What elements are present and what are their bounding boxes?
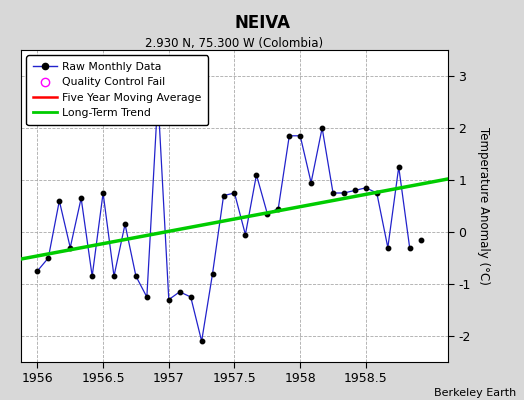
Y-axis label: Temperature Anomaly (°C): Temperature Anomaly (°C)	[477, 127, 490, 285]
Title: 2.930 N, 75.300 W (Colombia): 2.930 N, 75.300 W (Colombia)	[146, 37, 323, 50]
Legend: Raw Monthly Data, Quality Control Fail, Five Year Moving Average, Long-Term Tren: Raw Monthly Data, Quality Control Fail, …	[26, 56, 208, 125]
Text: NEIVA: NEIVA	[234, 14, 290, 32]
Text: Berkeley Earth: Berkeley Earth	[434, 388, 516, 398]
